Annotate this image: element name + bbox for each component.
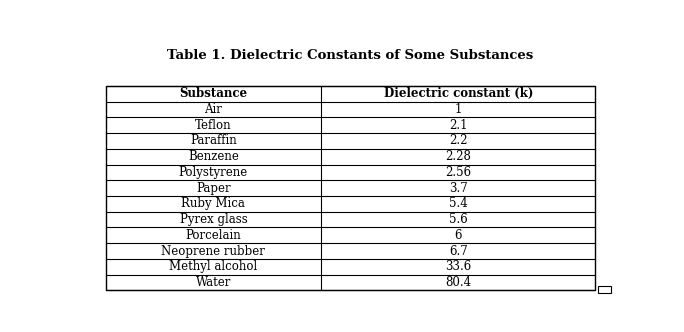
Text: 5.6: 5.6 bbox=[449, 213, 468, 226]
Text: Benzene: Benzene bbox=[188, 150, 239, 163]
Text: Substance: Substance bbox=[179, 87, 248, 100]
Text: 80.4: 80.4 bbox=[445, 276, 471, 289]
Text: Water: Water bbox=[196, 276, 231, 289]
Text: Dielectric constant (k): Dielectric constant (k) bbox=[384, 87, 533, 100]
Text: Ruby Mica: Ruby Mica bbox=[181, 197, 246, 210]
Text: Methyl alcohol: Methyl alcohol bbox=[169, 260, 258, 273]
Text: Paraffin: Paraffin bbox=[190, 134, 237, 147]
Bar bbox=[598, 286, 611, 293]
Text: 6: 6 bbox=[455, 229, 462, 242]
Text: 2.2: 2.2 bbox=[449, 134, 468, 147]
Text: 1: 1 bbox=[455, 103, 462, 116]
Text: Paper: Paper bbox=[196, 182, 231, 195]
Text: Porcelain: Porcelain bbox=[185, 229, 241, 242]
Text: Table 1. Dielectric Constants of Some Substances: Table 1. Dielectric Constants of Some Su… bbox=[168, 49, 534, 62]
Text: Air: Air bbox=[205, 103, 222, 116]
Text: Polystyrene: Polystyrene bbox=[179, 166, 248, 179]
Text: 33.6: 33.6 bbox=[445, 260, 471, 273]
Text: 6.7: 6.7 bbox=[449, 245, 468, 258]
Text: 2.1: 2.1 bbox=[449, 119, 468, 132]
Text: Neoprene rubber: Neoprene rubber bbox=[161, 245, 265, 258]
Text: Pyrex glass: Pyrex glass bbox=[179, 213, 248, 226]
Text: 3.7: 3.7 bbox=[449, 182, 468, 195]
Bar bbox=[105, 86, 596, 290]
Text: Teflon: Teflon bbox=[195, 119, 232, 132]
Text: 2.28: 2.28 bbox=[445, 150, 471, 163]
Text: 2.56: 2.56 bbox=[445, 166, 471, 179]
Text: 5.4: 5.4 bbox=[449, 197, 468, 210]
